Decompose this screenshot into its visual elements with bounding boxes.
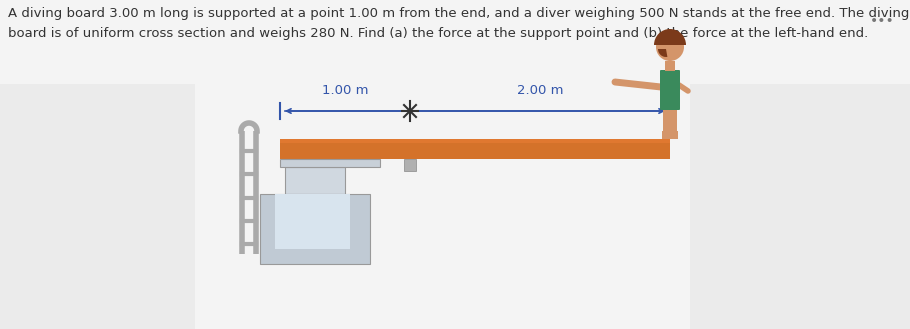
Circle shape bbox=[656, 33, 684, 61]
Text: •••: ••• bbox=[870, 14, 895, 28]
Wedge shape bbox=[654, 29, 686, 45]
Bar bbox=[280, 159, 380, 167]
Bar bbox=[260, 194, 370, 264]
Bar bbox=[275, 194, 350, 249]
Bar bbox=[665, 61, 675, 71]
Bar bbox=[663, 109, 677, 131]
Text: A diving board 3.00 m long is supported at a point 1.00 m from the end, and a di: A diving board 3.00 m long is supported … bbox=[8, 7, 909, 40]
FancyBboxPatch shape bbox=[660, 70, 680, 110]
Bar bbox=[662, 131, 678, 139]
Text: 1.00 m: 1.00 m bbox=[322, 84, 369, 97]
Text: 2.00 m: 2.00 m bbox=[517, 84, 563, 97]
Bar bbox=[690, 84, 910, 329]
Bar bbox=[280, 139, 670, 143]
Wedge shape bbox=[658, 49, 667, 57]
Bar bbox=[280, 139, 670, 159]
Bar bbox=[404, 159, 416, 171]
Bar bbox=[0, 84, 195, 329]
Bar bbox=[285, 167, 345, 194]
